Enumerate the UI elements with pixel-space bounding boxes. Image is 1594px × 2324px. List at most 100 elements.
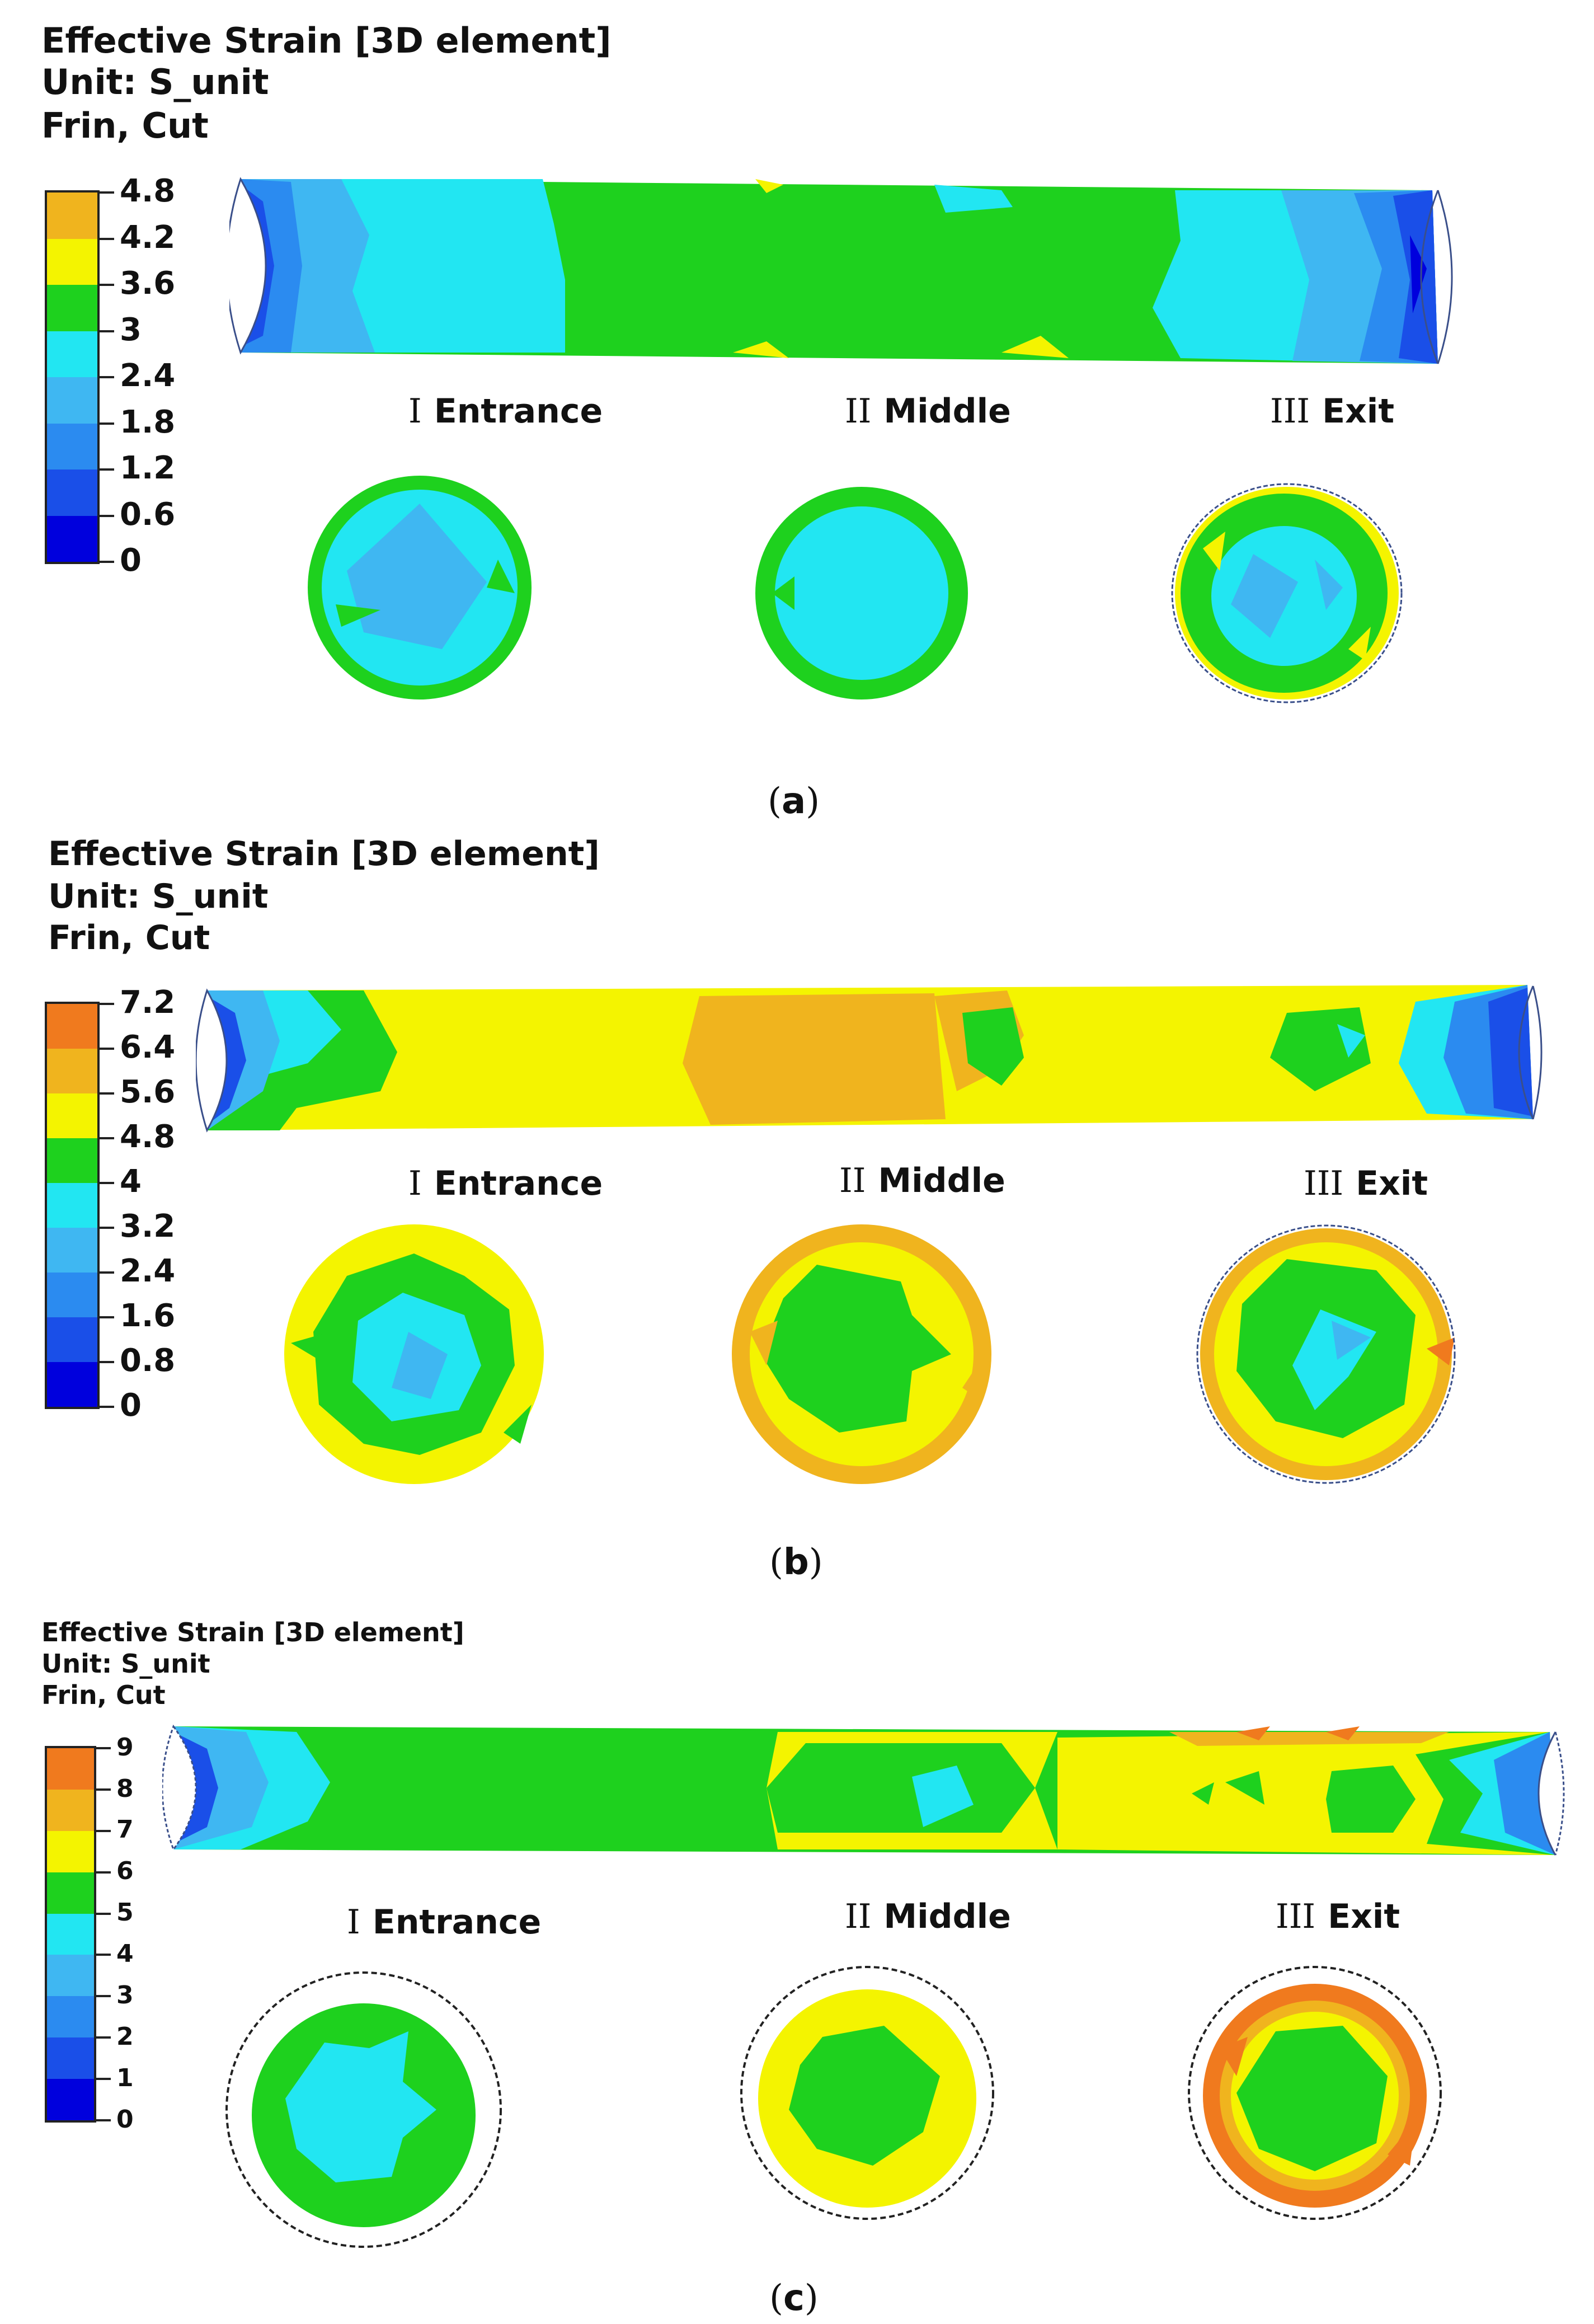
legend-tick xyxy=(96,1829,111,1832)
section-label-middle: II Middle xyxy=(845,392,1011,431)
legend-tick xyxy=(100,514,114,517)
legend-tick-label: 1.8 xyxy=(120,403,176,440)
section-label-exit: III Exit xyxy=(1276,1897,1400,1936)
section-number: II xyxy=(845,1897,872,1936)
legend-swatch xyxy=(47,515,97,562)
legend-swatch xyxy=(47,1872,94,1914)
section-name: Middle xyxy=(883,1897,1011,1936)
legend-tick-label: 4 xyxy=(120,1163,142,1200)
caption-letter: a xyxy=(781,781,806,822)
panel-a: Effective Strain [3D element] Unit: S_un… xyxy=(0,0,1594,828)
section-number: III xyxy=(1270,392,1310,431)
legend-tick-label: 9 xyxy=(116,1733,134,1762)
legend-tick xyxy=(96,1871,111,1874)
section-number: III xyxy=(1276,1897,1316,1936)
legend-tick-label: 6 xyxy=(116,1857,134,1886)
legend-tick xyxy=(100,1182,114,1184)
legend-tick-label: 2 xyxy=(116,2022,134,2051)
legend-tick xyxy=(100,1406,114,1408)
panel-caption: (b) xyxy=(769,1542,823,1583)
legend-swatch xyxy=(47,1093,97,1138)
section-name: Entrance xyxy=(434,1164,603,1203)
section-number: I xyxy=(347,1903,360,1942)
legend-swatch xyxy=(47,1183,97,1228)
legend-tick xyxy=(100,468,114,471)
legend-swatch xyxy=(47,1138,97,1183)
legend-tick-label: 1.2 xyxy=(120,450,176,487)
legend-tick-label: 5.6 xyxy=(120,1074,176,1111)
legend-swatch xyxy=(47,2037,94,2079)
section-label-middle: II Middle xyxy=(845,1897,1011,1936)
section-number: II xyxy=(845,392,872,431)
panel-header-title: Effective Strain [3D element] xyxy=(41,1617,464,1647)
legend-tick xyxy=(96,2078,111,2081)
legend-tick-label: 3.6 xyxy=(120,265,176,302)
legend-tick xyxy=(100,1048,114,1050)
section-label-middle: II Middle xyxy=(839,1161,1005,1200)
specimen-longitudinal-section xyxy=(196,985,1543,1133)
section-name: Entrance xyxy=(434,392,603,431)
legend-tick-label: 7.2 xyxy=(120,984,176,1021)
color-legend xyxy=(45,1746,96,2123)
legend-tick xyxy=(96,2119,111,2121)
legend-swatch xyxy=(47,1996,94,2038)
cross-section-exit xyxy=(1171,483,1403,703)
legend-tick xyxy=(100,561,114,563)
panel-header-unit: Unit: S_unit xyxy=(48,877,269,916)
panel-caption: (c) xyxy=(769,2278,819,2319)
section-number: I xyxy=(408,1164,422,1203)
cross-section-middle xyxy=(755,487,968,699)
section-label-entrance: I Entrance xyxy=(408,392,603,431)
section-name: Middle xyxy=(883,392,1011,431)
panel-header-mode: Frin, Cut xyxy=(41,1680,166,1710)
legend-tick-label: 0.8 xyxy=(120,1342,176,1379)
section-number: I xyxy=(408,392,422,431)
legend-swatch xyxy=(47,1913,94,1955)
section-name: Exit xyxy=(1322,392,1395,431)
panel-header-title: Effective Strain [3D element] xyxy=(41,20,612,61)
legend-swatch xyxy=(47,1955,94,1997)
legend-tick xyxy=(100,1003,114,1005)
legend-swatch xyxy=(47,423,97,470)
legend-swatch xyxy=(47,1789,94,1831)
legend-tick-label: 4.8 xyxy=(120,173,176,210)
legend-tick xyxy=(96,1788,111,1791)
section-label-exit: III Exit xyxy=(1304,1164,1428,1203)
legend-tick xyxy=(100,1137,114,1139)
panel-header-mode: Frin, Cut xyxy=(48,918,210,957)
legend-swatch xyxy=(47,1049,97,1093)
section-label-entrance: I Entrance xyxy=(347,1903,541,1942)
legend-tick xyxy=(100,330,114,332)
legend-tick-label: 7 xyxy=(116,1815,134,1844)
legend-tick-label: 4.8 xyxy=(120,1119,176,1156)
panel-header-title: Effective Strain [3D element] xyxy=(48,834,600,874)
section-label-entrance: I Entrance xyxy=(408,1164,603,1203)
section-name: Exit xyxy=(1356,1164,1428,1203)
cross-section-exit xyxy=(1188,1966,1442,2220)
legend-tick xyxy=(100,1361,114,1363)
section-label-exit: III Exit xyxy=(1270,392,1394,431)
legend-tick xyxy=(100,376,114,378)
legend-swatch xyxy=(47,2079,94,2120)
panel-header-mode: Frin, Cut xyxy=(41,105,209,146)
legend-tick-label: 6.4 xyxy=(120,1029,176,1066)
legend-swatch xyxy=(47,1317,97,1362)
legend-tick xyxy=(96,2036,111,2039)
legend-swatch xyxy=(47,193,97,239)
legend-tick-label: 8 xyxy=(116,1774,134,1803)
color-legend xyxy=(45,1002,100,1409)
panel-caption: (a) xyxy=(768,781,820,822)
section-name: Entrance xyxy=(372,1903,542,1942)
cross-section-exit xyxy=(1196,1224,1456,1484)
cross-section-entrance xyxy=(308,476,532,699)
cross-section-middle xyxy=(732,1224,991,1484)
legend-tick-label: 1 xyxy=(116,2063,134,2092)
legend-tick-label: 0 xyxy=(116,2105,134,2134)
legend-tick xyxy=(100,237,114,240)
legend-swatch xyxy=(47,285,97,331)
panel-b: Effective Strain [3D element] Unit: S_un… xyxy=(0,828,1594,1600)
legend-tick xyxy=(100,1316,114,1318)
legend-swatch xyxy=(47,470,97,516)
legend-tick xyxy=(100,1271,114,1274)
legend-swatch xyxy=(47,238,97,285)
